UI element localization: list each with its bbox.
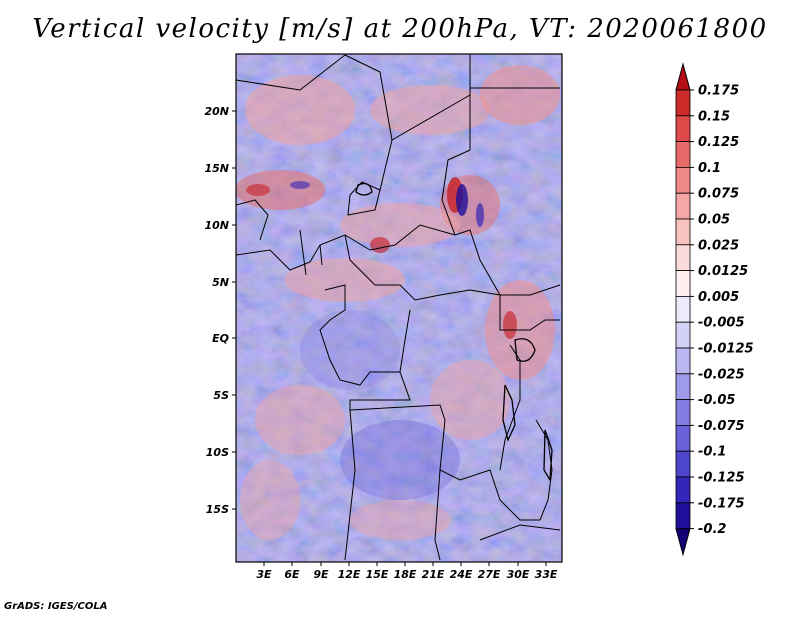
colorbar-label: 0.1 bbox=[698, 161, 721, 176]
colorbar-label: 0.175 bbox=[698, 84, 739, 99]
colorbar-swatch bbox=[675, 141, 691, 168]
lon-tick-label: 9E bbox=[313, 568, 329, 581]
latitude-axis: 20N 15N 10N 5N EQ 5S 10S 15S bbox=[204, 105, 236, 516]
colorbar-label: -0.005 bbox=[698, 316, 745, 331]
chart-title: Vertical velocity [m/s] at 200hPa, VT: 2… bbox=[32, 14, 768, 44]
lon-tick-label: 33E bbox=[535, 568, 558, 581]
vertical-velocity-field bbox=[236, 54, 562, 562]
updraft-area bbox=[236, 170, 325, 210]
colorbar-label: -0.05 bbox=[698, 393, 735, 408]
strong-updraft bbox=[503, 311, 517, 339]
updraft-area bbox=[480, 65, 560, 125]
lakes bbox=[355, 182, 553, 483]
colorbar: 0.175 0.15 0.125 0.1 0.075 0.05 0.025 0.0125 0.0… bbox=[675, 62, 754, 557]
colorbar-swatch bbox=[675, 115, 691, 143]
colorbar-swatch bbox=[675, 218, 691, 246]
colorbar-swatch bbox=[675, 502, 691, 529]
lake-tanganyika bbox=[502, 384, 516, 442]
downdraft-area bbox=[340, 420, 460, 500]
colorbar-label: -0.125 bbox=[698, 471, 745, 486]
colorbar-swatch bbox=[675, 373, 691, 400]
lat-tick-label: 15N bbox=[204, 162, 229, 175]
colorbar-bottom-triangle bbox=[675, 528, 691, 557]
strong-updraft bbox=[246, 184, 270, 196]
map-panel: 20N 15N 10N 5N EQ 5S 10S 15S 3E 6E 9E 12… bbox=[204, 53, 563, 581]
colorbar-label: 0.15 bbox=[698, 109, 730, 124]
colorbar-swatch bbox=[675, 244, 691, 272]
lat-tick-label: 5N bbox=[212, 276, 229, 289]
colorbar-swatch bbox=[675, 270, 691, 297]
colorbar-label: 0.005 bbox=[698, 290, 739, 305]
map-frame bbox=[235, 53, 563, 563]
updraft-area bbox=[285, 258, 405, 302]
colorbar-label: 0.05 bbox=[698, 213, 730, 228]
strong-downdraft bbox=[476, 203, 484, 227]
colorbar-label: 0.0125 bbox=[698, 264, 748, 279]
downdraft-area bbox=[300, 310, 400, 390]
lon-tick-label: 6E bbox=[284, 568, 300, 581]
lon-tick-label: 24E bbox=[450, 568, 473, 581]
updraft-area bbox=[430, 360, 510, 440]
colorbar-label: 0.075 bbox=[698, 187, 739, 202]
lon-tick-label: 3E bbox=[256, 568, 272, 581]
colorbar-swatch bbox=[675, 476, 691, 504]
colorbar-label: -0.2 bbox=[698, 522, 726, 537]
updraft-area bbox=[350, 500, 450, 540]
strong-updraft bbox=[370, 237, 390, 253]
colorbar-label: -0.075 bbox=[698, 419, 745, 434]
longitude-axis: 3E 6E 9E 12E 15E 18E 21E 24E 27E 30E 33E bbox=[256, 562, 558, 581]
colorbar-swatch bbox=[675, 399, 691, 426]
colorbar-label: -0.0125 bbox=[698, 342, 754, 357]
colorbar-label: -0.1 bbox=[698, 445, 726, 460]
colorbar-label: -0.025 bbox=[698, 367, 745, 382]
lake-chad bbox=[355, 182, 373, 196]
colorbar-label: 0.125 bbox=[698, 135, 739, 150]
lat-tick-label: 10S bbox=[206, 446, 229, 459]
updraft-area bbox=[370, 85, 490, 135]
colorbar-swatch bbox=[675, 89, 691, 117]
credit-text: GrADS: IGES/COLA bbox=[4, 601, 108, 612]
strong-downdraft bbox=[456, 184, 468, 216]
lon-tick-label: 15E bbox=[366, 568, 389, 581]
colorbar-swatch bbox=[675, 295, 691, 323]
country-borders bbox=[236, 54, 561, 561]
colorbar-swatch bbox=[675, 424, 691, 452]
updraft-area bbox=[245, 75, 355, 145]
colorbar-label: -0.175 bbox=[698, 496, 745, 511]
lat-tick-label: EQ bbox=[212, 332, 229, 345]
lake-victoria bbox=[514, 338, 536, 362]
lon-tick-label: 12E bbox=[338, 568, 361, 581]
lake-malawi bbox=[543, 429, 553, 483]
colorbar-swatch bbox=[675, 450, 691, 478]
strong-downdraft bbox=[290, 181, 310, 189]
colorbar-label: 0.025 bbox=[698, 238, 739, 253]
updraft-area bbox=[340, 203, 460, 247]
lat-tick-label: 10N bbox=[204, 219, 229, 232]
colorbar-top-triangle bbox=[675, 62, 691, 91]
colorbar-swatch bbox=[675, 347, 691, 375]
updraft-area bbox=[240, 460, 300, 540]
lat-tick-label: 20N bbox=[204, 105, 229, 118]
lat-tick-label: 5S bbox=[213, 389, 229, 402]
lon-tick-label: 30E bbox=[507, 568, 530, 581]
colorbar-swatch bbox=[675, 166, 691, 194]
updraft-area bbox=[255, 385, 345, 455]
colorbar-swatch bbox=[675, 321, 691, 349]
lat-tick-label: 15S bbox=[206, 503, 229, 516]
lon-tick-label: 27E bbox=[478, 568, 501, 581]
colorbar-swatch bbox=[675, 192, 691, 220]
lon-tick-label: 18E bbox=[394, 568, 417, 581]
lon-tick-label: 21E bbox=[422, 568, 445, 581]
